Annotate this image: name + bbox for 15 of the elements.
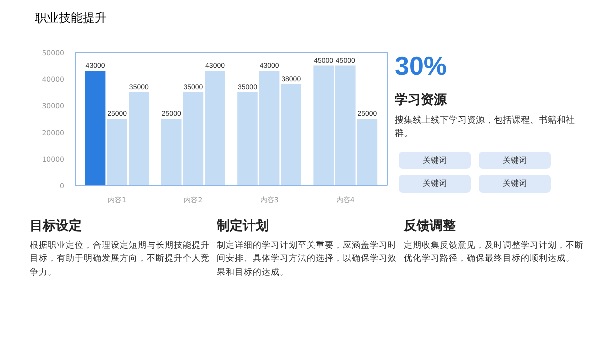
text: 关键词 xyxy=(479,175,551,193)
text: 关键词 xyxy=(399,152,471,170)
chart-title: 职业技能提升 xyxy=(35,10,107,27)
text: 制定计划 xyxy=(217,217,270,235)
text: 定期收集反馈意见，及时调整学习计划，不断优化学习路径，确保最终目标的顺利达成。 xyxy=(404,238,585,266)
text: 根据职业定位，合理设定短期与长期技能提升目标，有助于明确发展方向，不断提升个人竞争力。 xyxy=(30,238,211,279)
text: 目标设定 xyxy=(30,217,83,235)
text: 关键词 xyxy=(479,152,551,170)
bar xyxy=(85,71,106,186)
text: 30% xyxy=(395,50,448,83)
text: 搜集线上线下学习资源，包括课程、书籍和社群。 xyxy=(395,114,576,140)
text: 关键词 xyxy=(399,175,471,193)
text: 学习资源 xyxy=(395,91,448,110)
text: 反馈调整 xyxy=(404,217,457,235)
text: 制定详细的学习计划至关重要，应涵盖学习时间安排、具体学习方法的选择，以确保学习效果和目标的达成。 xyxy=(217,238,398,279)
